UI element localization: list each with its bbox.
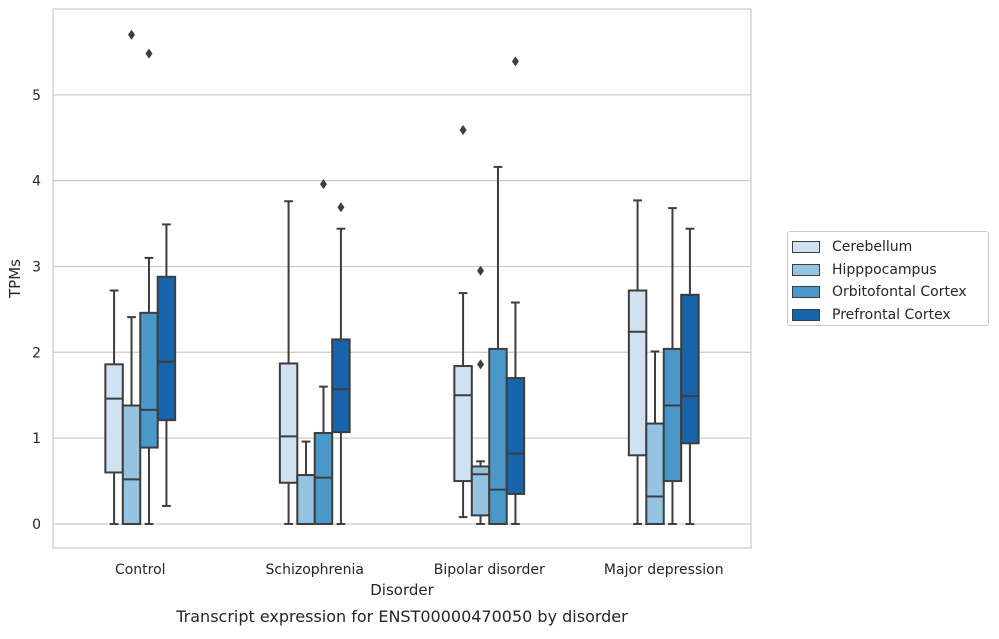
box-iqr [680, 293, 700, 445]
legend-swatch-cerebellum [792, 241, 820, 254]
legend-label-hippocampus: Hipppocampus [832, 261, 937, 278]
box-group [470, 265, 491, 525]
box-group [156, 223, 177, 507]
legend-label-orbitofrontal-cortex: Orbitofontal Cortex [832, 284, 967, 301]
legend-swatch-hippocampus [792, 263, 820, 276]
box-group [505, 56, 526, 525]
legend-label-cerebellum: Cerebellum [832, 239, 913, 256]
plot-frame [52, 8, 752, 549]
box-iqr [662, 347, 683, 483]
outlier-marker [337, 202, 345, 213]
y-axis-label: TPMs [6, 259, 24, 299]
x-tick-label: Major depression [604, 562, 724, 578]
legend-item-orbitofrontal-cortex: Orbitofontal Cortex [792, 281, 988, 304]
legend-label-prefrontal-cortex: Prefrontal Cortex [832, 306, 951, 323]
chart-title: Transcript expression for ENST0000047005… [175, 607, 628, 626]
box-group [662, 207, 683, 525]
box-group [453, 125, 473, 519]
legend-item-hippocampus: Hipppocampus [792, 259, 988, 282]
box-iqr [453, 365, 473, 483]
box-group [488, 165, 508, 525]
box-iqr [488, 347, 508, 525]
box-group [627, 199, 648, 525]
outlier-marker [477, 265, 485, 276]
tick-layer: 0 1 2 3 4 5 Control Schizophrenia Bipolar disord… [32, 88, 724, 578]
box-group [680, 227, 700, 525]
x-axis-label: Disorder [370, 581, 434, 599]
box-group [121, 29, 142, 525]
box-layer [104, 29, 700, 525]
legend: Cerebellum Hipppocampus Orbitofontal Cor… [787, 231, 989, 326]
box-group [296, 440, 316, 525]
x-tick-label: Control [115, 562, 166, 578]
box-iqr [645, 422, 665, 525]
outlier-marker [145, 48, 153, 59]
outlier-marker [477, 359, 485, 370]
legend-swatch-prefrontal-cortex [792, 308, 820, 321]
box-group [331, 202, 351, 525]
outlier-marker [459, 125, 467, 136]
box-iqr [627, 289, 648, 457]
box-iqr [156, 275, 177, 422]
legend-item-cerebellum: Cerebellum [792, 236, 988, 259]
outlier-marker [319, 179, 327, 190]
box-iqr [278, 362, 299, 484]
y-tick-label: 3 [32, 259, 41, 275]
x-tick-label: Bipolar disorder [434, 562, 545, 578]
box-iqr [139, 311, 159, 449]
legend-item-prefrontal-cortex: Prefrontal Cortex [792, 304, 988, 327]
y-tick-label: 0 [32, 517, 41, 533]
box-iqr [104, 363, 124, 474]
outlier-marker [128, 29, 136, 40]
y-tick-label: 1 [32, 431, 41, 447]
box-group [104, 289, 124, 525]
y-tick-label: 2 [32, 345, 41, 361]
box-iqr [331, 338, 351, 434]
box-group [313, 179, 334, 525]
box-group [139, 48, 159, 525]
box-iqr [505, 377, 526, 495]
box-group [278, 200, 299, 525]
y-tick-label: 5 [32, 88, 41, 104]
legend-swatch-orbitofrontal-cortex [792, 286, 820, 299]
box-iqr [296, 474, 316, 525]
box-iqr [121, 404, 142, 525]
box-group [645, 350, 665, 525]
x-tick-label: Schizophrenia [266, 562, 364, 578]
y-tick-label: 4 [32, 174, 41, 190]
outlier-marker [511, 56, 519, 67]
